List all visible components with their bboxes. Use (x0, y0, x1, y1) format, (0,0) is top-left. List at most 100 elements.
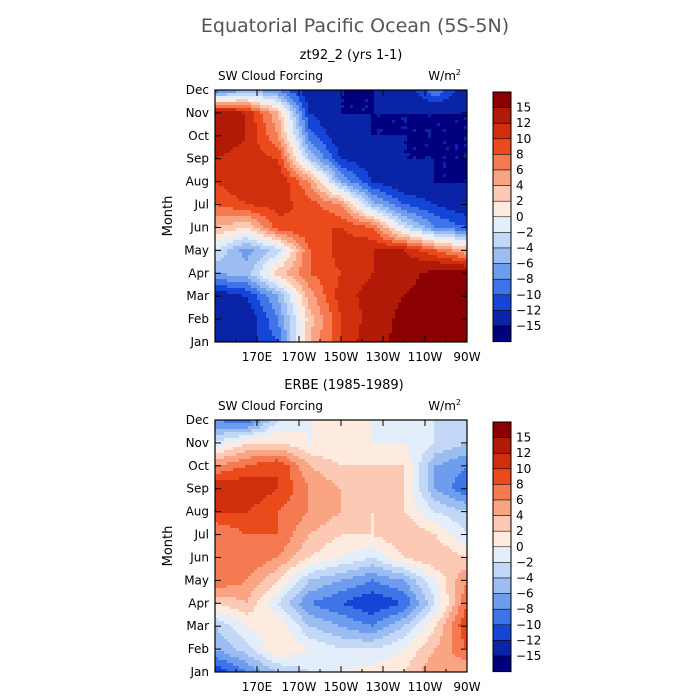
shade-pixel (266, 135, 270, 139)
shade-pixel (245, 117, 249, 121)
shade-pixel (221, 255, 225, 259)
shade-pixel (260, 165, 264, 169)
shade-pixel (377, 141, 381, 145)
shade-pixel (404, 243, 408, 247)
shade-pixel (359, 255, 363, 259)
shade-pixel (341, 102, 345, 106)
shade-pixel (293, 126, 297, 130)
shade-pixel (452, 111, 456, 115)
shade-pixel (368, 186, 372, 190)
shade-pixel (368, 183, 372, 187)
shade-pixel (341, 195, 345, 199)
shade-pixel (251, 120, 255, 124)
shade-pixel (392, 234, 396, 238)
shade-pixel (440, 168, 444, 172)
shade-pixel (320, 123, 324, 127)
shade-pixel (230, 114, 234, 118)
shade-pixel (278, 243, 282, 247)
shade-pixel (389, 249, 393, 253)
shade-pixel (326, 114, 330, 118)
shade-pixel (224, 120, 228, 124)
shade-pixel (215, 252, 219, 256)
shade-pixel (320, 162, 324, 166)
shade-pixel (257, 138, 261, 142)
shade-pixel (275, 261, 279, 265)
shade-pixel (266, 111, 270, 115)
shade-pixel (332, 129, 336, 133)
shade-pixel (236, 120, 240, 124)
shade-pixel (458, 156, 462, 160)
shade-pixel (338, 114, 342, 118)
shade-pixel (431, 174, 435, 178)
shade-pixel (446, 225, 450, 229)
shade-pixel (452, 222, 456, 226)
shade-pixel (458, 225, 462, 229)
shade-pixel (227, 255, 231, 259)
shade-pixel (338, 258, 342, 262)
shade-pixel (437, 141, 441, 145)
shade-pixel (257, 201, 261, 205)
shade-pixel (218, 201, 222, 205)
shade-pixel (233, 156, 237, 160)
shade-pixel (374, 231, 378, 235)
shade-pixel (431, 249, 435, 253)
shade-pixel (359, 258, 363, 262)
shade-pixel (332, 111, 336, 115)
shade-pixel (356, 165, 360, 169)
shade-pixel (347, 99, 351, 103)
shade-pixel (389, 189, 393, 193)
shade-pixel (347, 204, 351, 208)
shade-pixel (443, 141, 447, 145)
shade-pixel (446, 165, 450, 169)
figure-title: Equatorial Pacific Ocean (5S-5N) (201, 15, 509, 37)
shade-pixel (227, 102, 231, 106)
shade-pixel (239, 189, 243, 193)
shade-pixel (302, 111, 306, 115)
shade-pixel (377, 174, 381, 178)
shade-pixel (371, 183, 375, 187)
shade-pixel (449, 93, 453, 97)
shade-pixel (293, 99, 297, 103)
shade-pixel (383, 165, 387, 169)
shade-pixel (464, 120, 467, 124)
shade-pixel (404, 219, 408, 223)
shade-pixel (368, 261, 372, 265)
shade-pixel (332, 195, 336, 199)
shade-pixel (353, 156, 357, 160)
shade-pixel (269, 93, 273, 97)
shade-pixel (269, 90, 273, 94)
shade-pixel (293, 216, 297, 220)
shade-pixel (272, 186, 276, 190)
shade-pixel (428, 177, 432, 181)
shade-pixel (284, 132, 288, 136)
shade-pixel (449, 231, 453, 235)
shade-pixel (221, 237, 225, 241)
shade-pixel (347, 111, 351, 115)
shade-pixel (329, 171, 333, 175)
shade-pixel (317, 210, 321, 214)
shade-pixel (344, 216, 348, 220)
shade-pixel (452, 261, 456, 265)
shade-pixel (425, 210, 429, 214)
shade-pixel (251, 153, 255, 157)
shade-pixel (416, 210, 420, 214)
shade-pixel (434, 243, 438, 247)
shade-pixel (371, 150, 375, 154)
shade-pixel (401, 231, 405, 235)
shade-pixel (434, 198, 438, 202)
shade-pixel (248, 168, 252, 172)
shade-pixel (326, 252, 330, 256)
shade-pixel (350, 171, 354, 175)
shade-pixel (263, 213, 267, 217)
shade-pixel (383, 147, 387, 151)
shade-pixel (350, 195, 354, 199)
shade-pixel (455, 195, 459, 199)
shade-pixel (293, 234, 297, 238)
shade-pixel (377, 249, 381, 253)
shade-pixel (266, 180, 270, 184)
shade-pixel (380, 159, 384, 163)
shade-pixel (416, 228, 420, 232)
shade-pixel (455, 174, 459, 178)
shade-pixel (224, 180, 228, 184)
shade-pixel (392, 177, 396, 181)
